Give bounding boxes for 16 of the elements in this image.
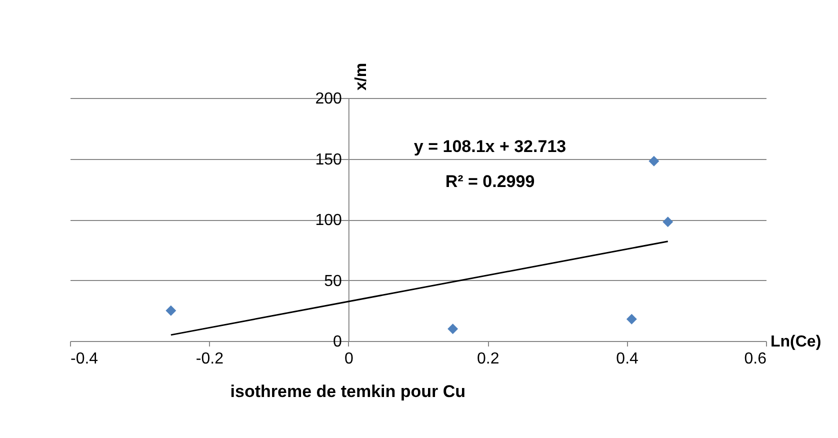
x-tick-label: 0.4	[616, 350, 639, 368]
y-tick-label: 150	[315, 151, 342, 168]
x-tick-label: 0	[344, 350, 354, 368]
text: isothreme de temkin pour Cu	[230, 382, 466, 401]
annotation: R² = 0.2999	[445, 172, 535, 191]
y-tick-label: 200	[315, 90, 342, 108]
x-tick-label: -0.4	[70, 350, 98, 368]
x-tick-label: 0.6	[744, 350, 767, 368]
y-tick-label: 100	[315, 212, 342, 229]
y-axis-title: x/m	[352, 62, 370, 90]
y-tick-label: 50	[324, 272, 342, 290]
x-tick-label: -0.2	[196, 350, 224, 368]
x-axis-title: Ln(Ce)	[770, 334, 822, 350]
x-tick-label: 0.2	[476, 350, 500, 368]
y-tick-label: 0	[332, 334, 342, 350]
annotation: y = 108.1x + 32.713	[414, 137, 566, 156]
